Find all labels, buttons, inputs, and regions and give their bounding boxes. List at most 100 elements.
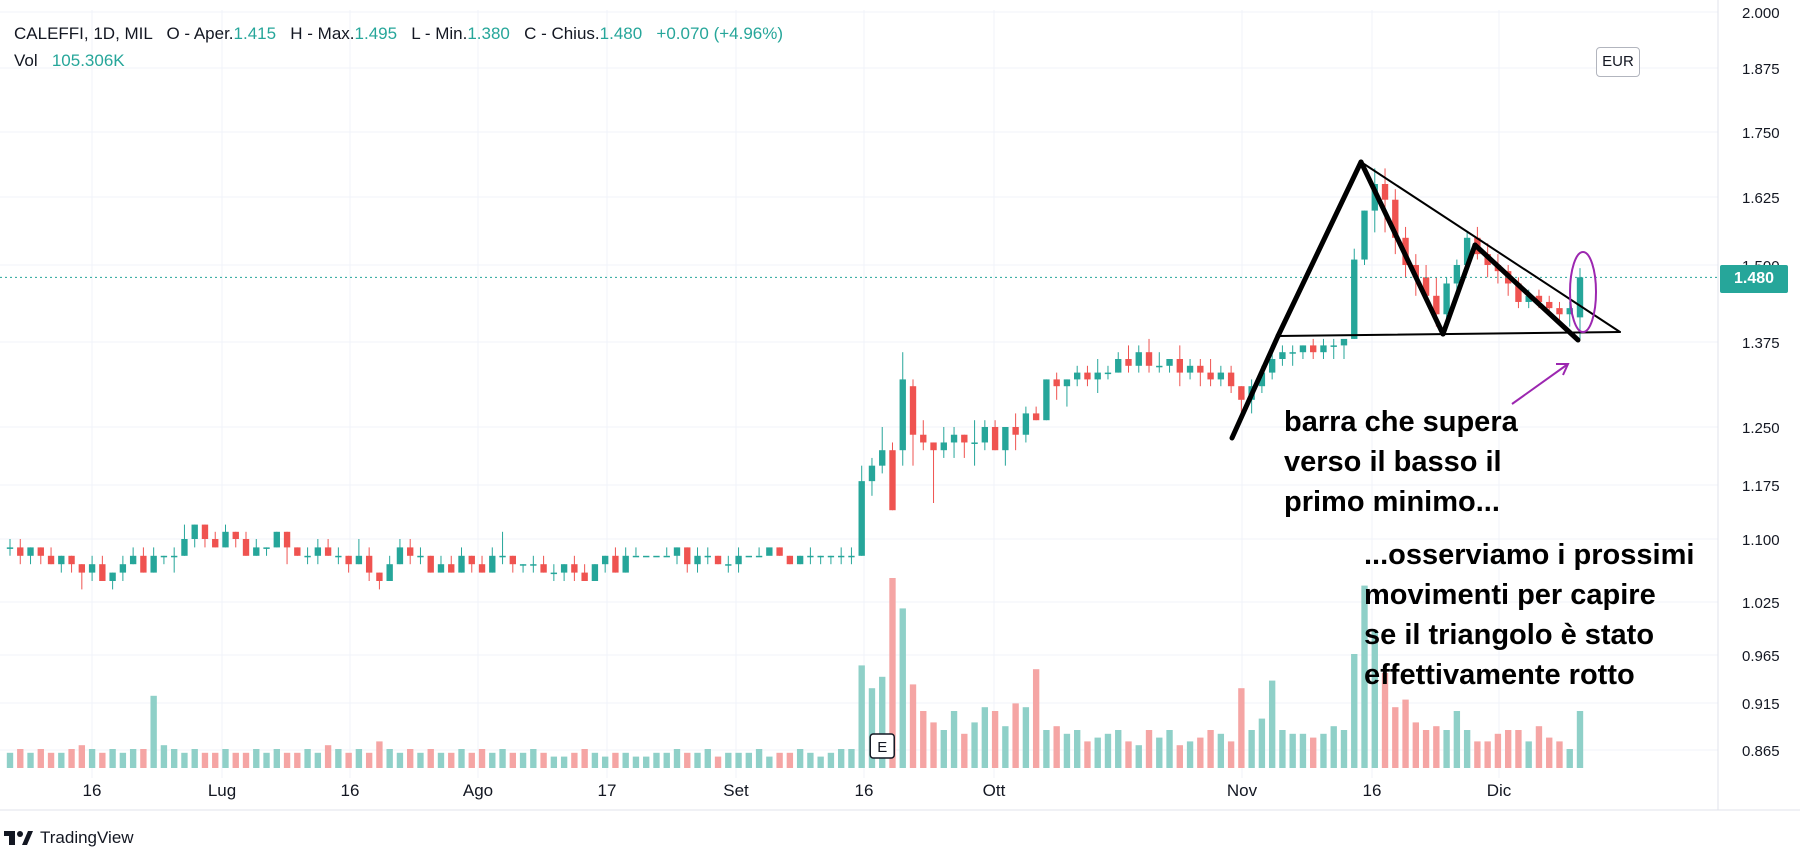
y-tick-label: 1.250 [1742, 420, 1780, 437]
candle-body [663, 555, 670, 558]
volume-bar [6, 752, 14, 768]
volume-bar [448, 752, 455, 768]
candle-body [1043, 379, 1050, 421]
volume-bar [140, 749, 147, 768]
volume-bar [1238, 688, 1245, 768]
candle-body [1227, 372, 1235, 387]
candle-body [263, 547, 270, 549]
volume-bar [1248, 730, 1255, 768]
candle-body [181, 539, 188, 556]
candle-body [150, 555, 157, 573]
candle-body [684, 547, 691, 565]
x-tick-label: 16 [855, 781, 874, 800]
candle-body [735, 555, 742, 565]
candle-body [427, 555, 434, 573]
volume-bar [1484, 741, 1491, 768]
candle-body [1310, 345, 1317, 353]
volume-bar [950, 711, 958, 768]
candle-body [1135, 352, 1142, 366]
x-tick-label: Ago [463, 781, 493, 800]
candle-body [694, 555, 701, 565]
volume-bar [129, 749, 137, 768]
y-tick-label: 0.865 [1742, 743, 1780, 760]
candle-body [78, 564, 86, 573]
brand-label: TradingView [40, 828, 134, 847]
candle-body [212, 539, 219, 548]
volume-bar [1002, 726, 1009, 768]
volume-bar [796, 749, 804, 768]
y-tick-label: 2.000 [1742, 5, 1780, 22]
volume-bar [1330, 726, 1337, 768]
volume-bar [1166, 730, 1173, 768]
volume-bar [807, 752, 814, 768]
volume-bar [1217, 733, 1225, 768]
volume-bar [1546, 737, 1553, 768]
candle-body [889, 450, 896, 511]
candle-body [519, 564, 527, 566]
symbol-label[interactable]: CALEFFI, 1D, MIL [14, 24, 153, 43]
candle-body [1546, 301, 1553, 309]
volume-bar [1515, 730, 1522, 768]
trendline-up [1275, 159, 1364, 339]
candle-body [1268, 359, 1276, 373]
volume-bar [1279, 730, 1286, 768]
candle-body [530, 564, 537, 566]
volume-bar [201, 752, 209, 768]
volume-bar [653, 752, 660, 768]
volume-bar [786, 752, 794, 768]
volume-bar [632, 756, 640, 768]
volume-bar [1535, 726, 1543, 768]
candle-body [1197, 365, 1204, 373]
candle-body [879, 450, 886, 466]
change-value: +0.070 (+4.96%) [656, 24, 784, 43]
note-line: ...osserviamo i prossimi [1364, 539, 1695, 571]
tradingview-logo[interactable]: TradingView [4, 828, 134, 848]
y-tick-label: 0.915 [1742, 696, 1780, 713]
earnings-marker-icon[interactable] [869, 733, 895, 759]
volume-bar [1115, 730, 1122, 768]
volume-bar [396, 752, 404, 768]
candle-body [1330, 345, 1337, 347]
volume-bar [1340, 730, 1348, 768]
volume-bar [78, 745, 86, 768]
candle-body [1351, 259, 1358, 339]
candle-body [68, 555, 75, 565]
candle-body [1104, 372, 1112, 375]
close-value: 1.480 [599, 24, 643, 43]
currency-button[interactable]: EUR [1596, 47, 1640, 77]
candle-body [1433, 295, 1440, 315]
volume-bar [376, 741, 383, 768]
volume-bar [1032, 669, 1040, 768]
candle-body [550, 572, 558, 575]
volume-bar [755, 749, 763, 768]
candle-body [1463, 237, 1471, 265]
triangle-upper-line [1360, 161, 1621, 333]
candle-body [160, 555, 168, 558]
note-line: verso il basso il [1284, 446, 1502, 478]
candle-body [961, 434, 968, 443]
volume-bar [940, 730, 947, 768]
volume-bar [591, 752, 599, 768]
candle-body [17, 547, 24, 556]
candle-body [58, 555, 65, 565]
candle-body [1392, 199, 1399, 238]
candle-body [1279, 352, 1286, 359]
volume-bar [673, 749, 681, 768]
candle-body [560, 564, 568, 573]
candle-body [478, 564, 486, 573]
volume-bar [1094, 737, 1101, 768]
volume-bar [1453, 711, 1461, 768]
candle-body [581, 572, 588, 581]
open-label: O - Aper. [166, 24, 234, 43]
trendline-down [1358, 159, 1446, 337]
candle-body [1115, 359, 1122, 373]
volume-bar [407, 749, 414, 768]
x-tick-label: Ott [983, 781, 1006, 800]
volume-bar [1494, 733, 1502, 768]
candle-body [1422, 277, 1430, 296]
candle-body [868, 465, 876, 482]
volume-bar [827, 752, 835, 768]
volume-bar [1063, 733, 1071, 768]
candle-body [1515, 283, 1522, 302]
